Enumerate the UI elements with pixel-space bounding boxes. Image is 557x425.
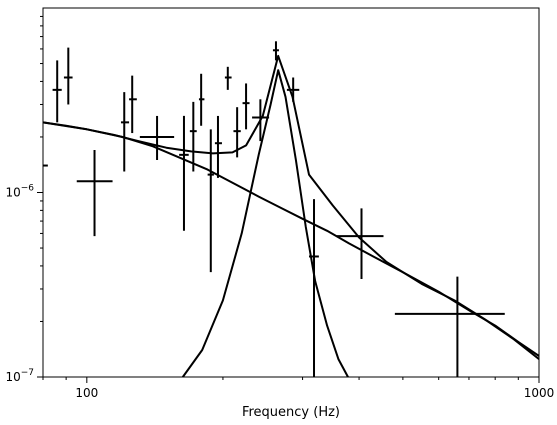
data-point-16: [272, 41, 279, 61]
x-tick-label-1: 1000: [524, 386, 555, 400]
data-point-6: [139, 115, 175, 161]
data-point-9: [198, 73, 205, 126]
data-point-10: [207, 129, 214, 273]
plot-frame: [42, 7, 540, 378]
data-point-1: [52, 60, 62, 123]
data-point-13: [233, 107, 241, 158]
data-point-11: [214, 115, 222, 178]
data-point-18: [309, 199, 319, 377]
data-point-2: [63, 47, 73, 105]
model-curve-1: [42, 121, 540, 357]
model-curve-2: [181, 69, 349, 378]
data-points-with-errorbars: [43, 41, 505, 377]
data-point-3: [76, 149, 113, 237]
y-axis-ticks: 10−7 10−6: [5, 15, 43, 384]
x-tick-label-0: 100: [75, 386, 98, 400]
data-point-8: [189, 101, 197, 172]
data-point-5: [129, 75, 137, 134]
data-point-7: [179, 115, 189, 231]
data-point-12: [224, 66, 232, 90]
y-tick-label-1: 10−6: [5, 184, 34, 200]
data-point-14: [242, 83, 250, 130]
y-tick-label-0: 10−7: [5, 368, 34, 384]
data-point-15: [252, 99, 270, 142]
data-point-4: [120, 92, 130, 172]
x-axis-ticks: 100 1000: [42, 377, 555, 400]
model-curves: [42, 54, 540, 378]
data-point-17: [286, 77, 300, 102]
x-axis-label: Frequency (Hz): [242, 405, 340, 420]
data-point-20: [394, 276, 505, 377]
data-point-19: [336, 208, 384, 279]
